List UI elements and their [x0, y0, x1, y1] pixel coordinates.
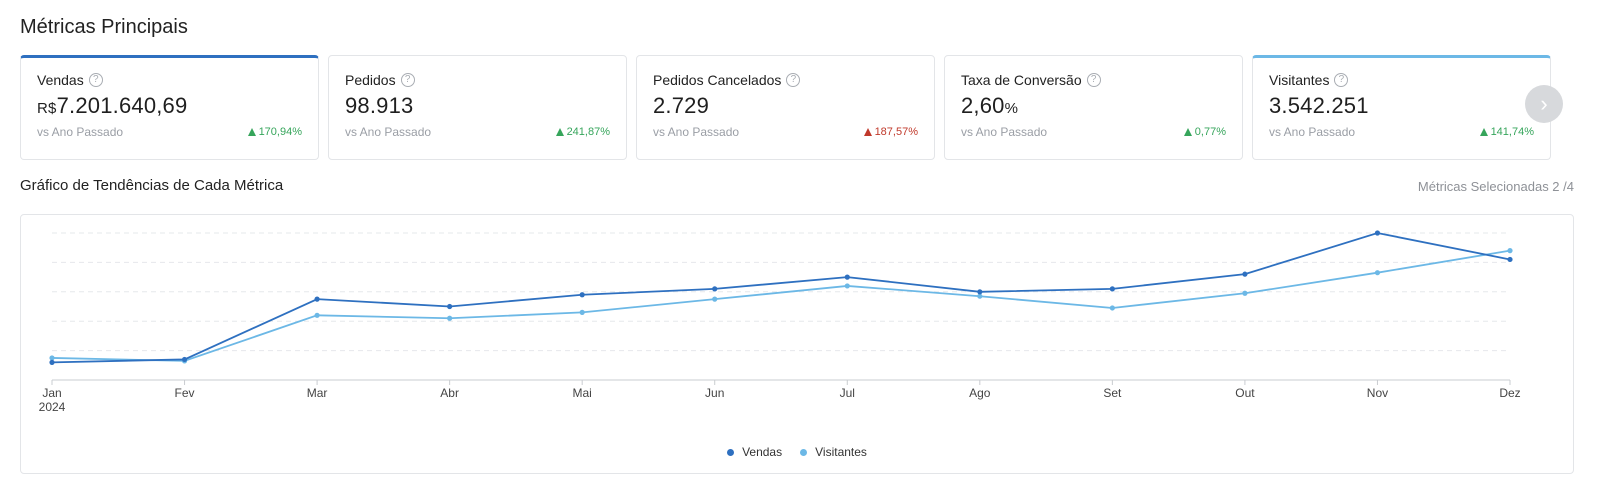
x-tick-label: Ago: [969, 386, 991, 400]
series-line-vendas: [51, 232, 1511, 364]
x-tick-label: Dez: [1499, 386, 1520, 400]
question-circle-icon[interactable]: ?: [1086, 73, 1101, 87]
data-point-vendas: [977, 289, 983, 295]
x-tick-label: Jun: [705, 386, 724, 400]
data-point-vendas: [447, 303, 453, 310]
data-point-vendas: [314, 296, 320, 302]
data-point-visitantes: [844, 283, 850, 289]
data-point-vendas: [712, 286, 718, 292]
triangle-up-icon: [1479, 128, 1488, 136]
card-label: Visitantes: [1269, 72, 1330, 88]
question-circle-icon[interactable]: ?: [786, 73, 801, 87]
card-change: 241,87%: [555, 126, 610, 138]
x-tick-label: Jul: [840, 386, 855, 400]
card-value: R$7.201.640,69: [37, 93, 188, 118]
next-cards-button[interactable]: ›: [1525, 85, 1563, 123]
card-value: 3.542.251: [1269, 93, 1369, 118]
data-point-visitantes: [314, 312, 320, 318]
legend-label: Visitantes: [815, 445, 867, 459]
data-point-visitantes: [1507, 248, 1513, 254]
x-tick-label: Fev: [175, 386, 195, 400]
card-label: Pedidos: [345, 72, 396, 88]
card-value: 98.913: [345, 93, 414, 118]
question-circle-icon[interactable]: ?: [88, 73, 103, 87]
trend-chart: Jan Fev Mar Abr Mai Jun Jul Ago Set Out Nov Dez 2024…: [20, 214, 1574, 474]
metric-card-visitantes[interactable]: Visitantes? 3.542.251 vs Ano Passado 141…: [1252, 55, 1551, 160]
question-circle-icon[interactable]: ?: [400, 73, 415, 87]
legend-dot: [727, 448, 735, 456]
triangle-up-icon: [247, 128, 256, 136]
card-change: 0,77%: [1183, 126, 1226, 138]
card-compare-label: vs Ano Passado: [961, 125, 1048, 139]
data-point-vendas: [181, 356, 188, 363]
page-title: Métricas Principais: [20, 16, 188, 38]
data-point-vendas: [844, 274, 850, 280]
data-point-visitantes: [712, 296, 718, 302]
data-point-vendas: [579, 292, 585, 298]
legend-dot: [800, 448, 808, 456]
card-value: 2.729: [653, 93, 710, 118]
card-value: 2,60%: [961, 93, 1019, 118]
legend-label: Vendas: [742, 445, 783, 459]
series-line-visitantes: [51, 249, 1511, 362]
x-tick-label: Nov: [1367, 386, 1388, 400]
data-point-visitantes: [1374, 270, 1381, 276]
legend-item-visitantes[interactable]: Visitantes: [800, 445, 867, 459]
data-point-visitantes: [977, 293, 983, 299]
chart-section-title: Gráfico de Tendências de Cada Métrica: [20, 177, 284, 194]
data-point-vendas: [1507, 256, 1513, 263]
trend-chart-svg: Jan Fev Mar Abr Mai Jun Jul Ago Set Out Nov Dez 2024: [39, 230, 1521, 414]
data-point-visitantes: [447, 315, 453, 321]
x-tick-label: Out: [1235, 386, 1255, 400]
card-label: Pedidos Cancelados: [653, 72, 782, 88]
x-tick-label: Mar: [307, 386, 328, 400]
data-point-visitantes: [1242, 290, 1248, 296]
metric-card-pedidos[interactable]: Pedidos? 98.913 vs Ano Passado 241,87%: [328, 55, 627, 160]
data-point-vendas: [49, 359, 55, 365]
card-change: 187,57%: [863, 126, 918, 138]
data-point-visitantes: [579, 309, 585, 315]
x-tick-label: Mai: [573, 386, 592, 400]
data-point-vendas: [1374, 230, 1381, 236]
card-label: Taxa de Conversão: [961, 72, 1082, 88]
data-point-visitantes: [49, 355, 55, 361]
metric-card-taxa-conversao[interactable]: Taxa de Conversão? 2,60% vs Ano Passado …: [944, 55, 1243, 160]
metric-cards: Vendas? R$7.201.640,69 vs Ano Passado 17…: [20, 55, 1574, 160]
x-tick-label: Jan: [42, 386, 61, 400]
card-compare-label: vs Ano Passado: [37, 125, 124, 139]
selected-metrics-count[interactable]: Métricas Selecionadas 2 /4: [1417, 179, 1574, 194]
data-point-vendas: [1242, 271, 1248, 277]
legend-item-vendas[interactable]: Vendas: [727, 445, 782, 459]
metric-card-vendas[interactable]: Vendas? R$7.201.640,69 vs Ano Passado 17…: [20, 55, 319, 160]
triangle-up-icon: [555, 128, 564, 136]
question-circle-icon[interactable]: ?: [1334, 73, 1349, 87]
x-tick-label: Abr: [440, 386, 459, 400]
chart-legend: Vendas Visitantes: [21, 445, 1573, 459]
x-tick-label: Set: [1103, 386, 1122, 400]
card-label: Vendas: [37, 72, 84, 88]
card-compare-label: vs Ano Passado: [345, 125, 432, 139]
data-point-vendas: [1109, 286, 1115, 292]
triangle-up-icon: [863, 128, 872, 136]
triangle-up-icon: [1183, 128, 1192, 136]
x-year-label: 2024: [39, 400, 66, 414]
card-change: 141,74%: [1479, 126, 1534, 138]
metric-card-pedidos-cancelados[interactable]: Pedidos Cancelados? 2.729 vs Ano Passado…: [636, 55, 935, 160]
data-point-visitantes: [1109, 305, 1115, 311]
card-compare-label: vs Ano Passado: [1269, 125, 1356, 139]
card-change: 170,94%: [247, 126, 302, 138]
card-compare-label: vs Ano Passado: [653, 125, 740, 139]
chevron-right-icon: ›: [1540, 91, 1548, 116]
